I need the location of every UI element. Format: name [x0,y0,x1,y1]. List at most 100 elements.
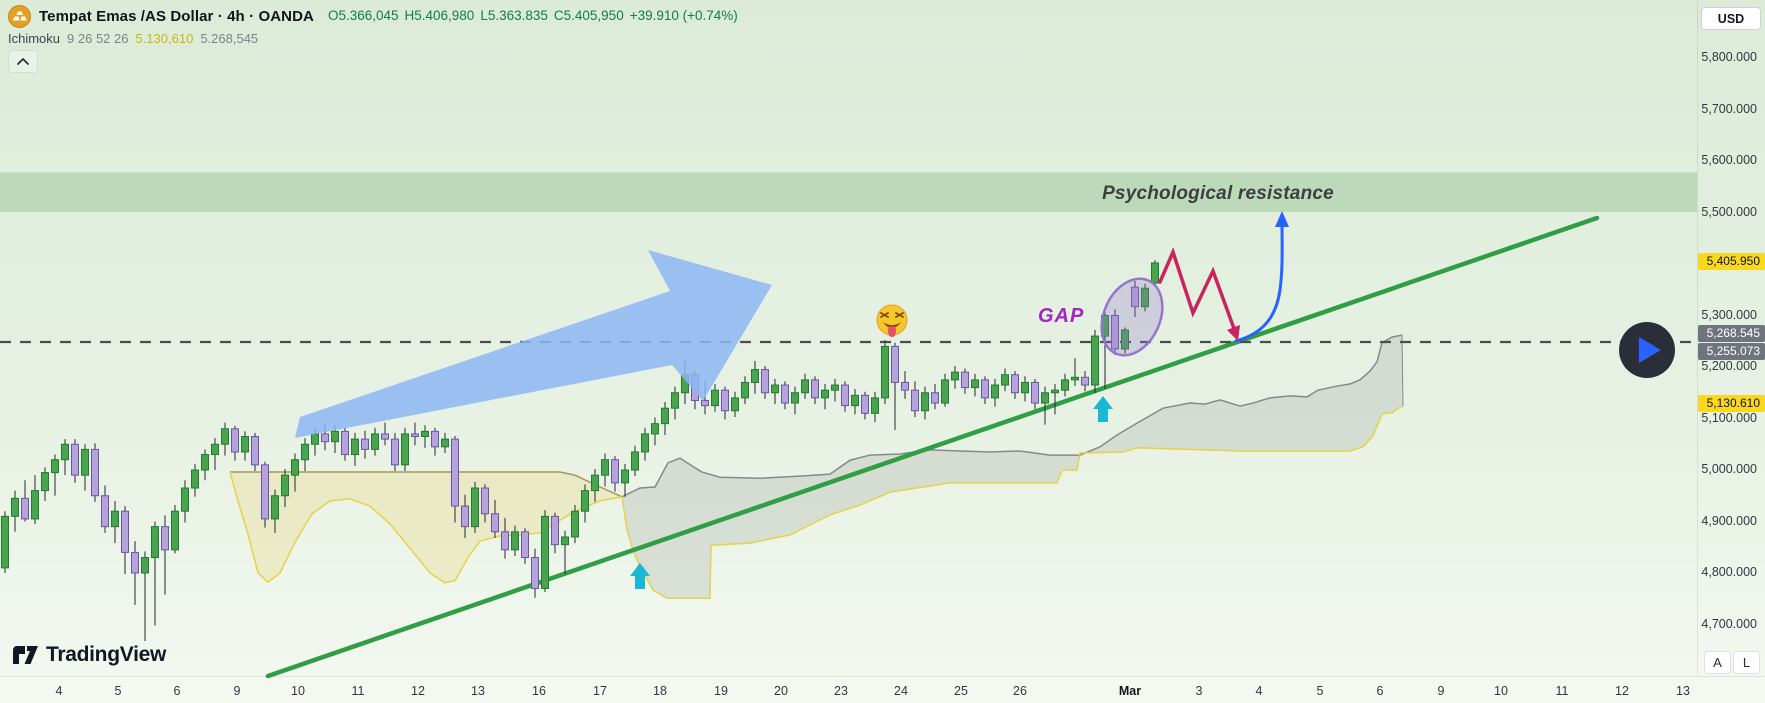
candle [811,379,819,399]
resistance-zone-band[interactable] [0,172,1697,212]
candle [541,515,549,589]
indicator-name: Ichimoku [8,30,61,46]
ichimoku-price-badge: 5,130.610 [1698,395,1765,412]
indicator-params: 9 26 52 26 [67,30,129,46]
gap-label[interactable]: GAP [1038,305,1085,327]
candle [511,531,519,551]
candle [701,399,709,407]
ichimoku-cloud [622,335,1403,599]
candle [1131,286,1139,308]
bounce-curve-arrow[interactable] [1234,220,1284,343]
buy-signal-up-arrow-icon[interactable] [1093,396,1113,422]
resistance-zone-label[interactable]: Psychological resistance [1102,183,1334,204]
time-tick-label: 11 [1555,684,1569,698]
time-tick-label: 6 [173,684,181,698]
candle [591,474,599,492]
senkou-a-line [621,405,1404,599]
time-tick-label: 12 [411,684,425,698]
time-tick-label: 10 [291,684,305,698]
time-tick-label: 19 [714,684,728,698]
candle [281,474,289,497]
price-tick-label: 5,800.000 [1701,50,1757,64]
candle [611,459,619,484]
candle [321,433,329,443]
time-tick-label: 25 [954,684,968,698]
candle [651,423,659,435]
indicator-legend[interactable]: Ichimoku 9 26 52 26 5.130,610 5.268,545 [8,29,258,47]
candle [841,384,849,407]
price-axis-separator [1697,0,1698,676]
ascending-trendline[interactable] [265,215,1600,679]
candle [761,369,769,394]
candle [331,430,339,443]
play-icon [1639,337,1661,363]
time-tick-label: 24 [894,684,908,698]
candle [391,438,399,466]
candle [401,433,409,466]
gold-coin-icon [8,4,31,28]
time-tick-label: 4 [1255,684,1263,698]
candle [171,510,179,551]
price-tick-label: 5,500.000 [1701,204,1757,219]
candle [311,433,319,445]
gap-highlight-ellipse[interactable] [1090,269,1174,365]
candle [131,551,139,574]
candle [431,430,439,448]
time-tick-label: Mar [1118,684,1142,698]
level-price-badge: 5,255.073 [1698,343,1765,360]
time-tick-label: 13 [1676,684,1690,698]
candle [1011,374,1019,394]
candle [821,389,829,399]
time-tick-label: 17 [593,684,607,698]
time-axis-separator [0,676,1765,677]
candle [1021,381,1029,394]
time-tick-label: 12 [1615,684,1629,698]
candle [721,389,729,412]
buy-signal-up-arrow-icon[interactable] [630,563,650,589]
candle [1041,392,1049,404]
price-tick-label: 4,700.000 [1701,616,1757,631]
tongue-out-emoji-icon[interactable] [876,304,908,337]
auto-scale-button[interactable]: A [1704,651,1731,674]
pullback-zigzag-arrow[interactable] [1158,247,1238,336]
candle [221,428,229,445]
price-tick-label: 5,000.000 [1701,462,1757,476]
time-tick-label: 3 [1195,684,1203,698]
candle [1091,335,1099,386]
price-tick-label: 5,100.000 [1701,410,1757,425]
log-scale-button[interactable]: L [1733,651,1760,674]
candle [1141,287,1149,308]
candle [871,397,879,414]
bullish-block-arrow[interactable] [295,250,772,438]
candle [101,495,109,528]
candle [501,531,509,551]
symbol-title[interactable]: Tempat Emas /AS Dollar · 4h · OANDA [39,7,314,25]
time-tick-label: 16 [532,684,546,698]
time-tick-label: 9 [1437,684,1445,698]
collapse-legend-button[interactable] [8,50,38,73]
candle [351,438,359,456]
price-tick-label: 5,200.000 [1701,359,1757,373]
candle [291,459,299,476]
candle [741,381,749,399]
candle [11,497,19,517]
indicator-value-senkou-b: 5.268,545 [200,30,259,46]
time-tick-label: 23 [834,684,848,698]
candle [451,438,459,507]
ohlc-value: H5.406,980 [404,8,475,23]
candle [361,438,369,450]
candle [271,495,279,520]
price-tick-label: 5,700.000 [1701,101,1757,116]
candle [491,513,499,533]
tradingview-logo[interactable]: TradingView [12,643,166,667]
candle [551,515,559,546]
candle [1151,262,1159,284]
candle [231,428,239,453]
candle [1071,376,1079,381]
candle [1081,376,1089,386]
candle [831,384,839,391]
candle [121,510,129,553]
currency-toggle-button[interactable]: USD [1701,7,1761,30]
cloud-right-edge [1401,335,1404,407]
